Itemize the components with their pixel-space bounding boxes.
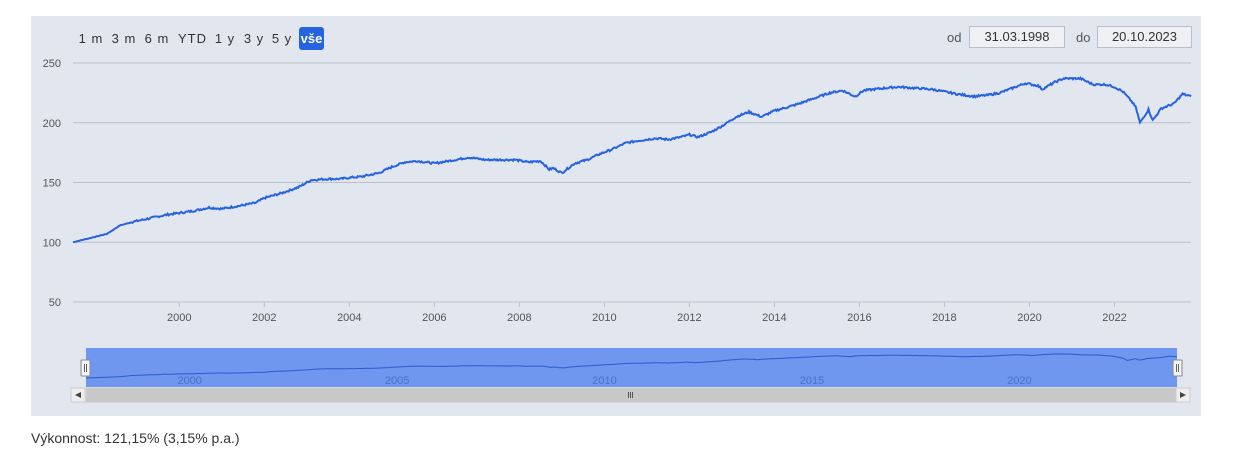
- range-button-3y[interactable]: 3 y: [243, 31, 265, 46]
- y-tick-label-150: 150: [43, 178, 61, 190]
- chart-panel: 1 m 3 m 6 m YTD 1 y 3 y 5 y vše od 31.03.1998 d…: [31, 16, 1201, 416]
- scroll-right-button[interactable]: [1175, 387, 1191, 403]
- x-tick-label-2010: 2010: [592, 312, 616, 324]
- x-tick-label-2022: 2022: [1102, 312, 1126, 324]
- scroll-left-button[interactable]: [70, 387, 86, 403]
- x-tick-label-2018: 2018: [932, 312, 956, 324]
- x-tick-label-2004: 2004: [337, 312, 361, 324]
- x-tick-label-2006: 2006: [422, 312, 446, 324]
- navigator-handle-right[interactable]: [1172, 359, 1183, 377]
- scrollbar-grip-icon: [628, 392, 633, 398]
- navigator-tick-label-2010: 2010: [592, 375, 616, 387]
- navigator-handle-left[interactable]: [80, 359, 91, 377]
- triangle-right-icon: [1180, 392, 1186, 398]
- y-tick-label-100: 100: [43, 237, 61, 249]
- date-from-input[interactable]: 31.03.1998: [969, 26, 1065, 48]
- range-button-5y[interactable]: 5 y: [271, 31, 293, 46]
- y-tick-label-50: 50: [49, 297, 61, 309]
- range-button-vše[interactable]: vše: [299, 27, 324, 50]
- x-tick-label-2002: 2002: [252, 312, 276, 324]
- navigator-tick-label-2015: 2015: [800, 375, 824, 387]
- x-tick-label-2014: 2014: [762, 312, 786, 324]
- navigator-tick-label-2020: 2020: [1007, 375, 1031, 387]
- x-tick-label-2012: 2012: [677, 312, 701, 324]
- scrollbar[interactable]: [70, 387, 1191, 403]
- navigator[interactable]: 2000 2005 2010 2015 2020: [80, 348, 1183, 387]
- x-tick-label-2016: 2016: [847, 312, 871, 324]
- navigator-series-line: [86, 353, 1178, 379]
- performance-summary: Výkonnost: 121,15% (3,15% p.a.): [31, 430, 240, 446]
- y-tick-label-250: 250: [43, 58, 61, 70]
- range-button-3m[interactable]: 3 m: [111, 31, 137, 46]
- navigator-selected-range[interactable]: [86, 348, 1177, 387]
- date-to-input[interactable]: 20.10.2023: [1097, 26, 1192, 48]
- scrollbar-thumb[interactable]: [86, 388, 1177, 402]
- date-from-label: od: [947, 30, 962, 45]
- triangle-left-icon: [75, 392, 81, 398]
- navigator-tick-label-2000: 2000: [177, 375, 201, 387]
- range-button-ytd[interactable]: YTD: [178, 31, 207, 46]
- range-button-6m[interactable]: 6 m: [144, 31, 170, 46]
- x-tick-label-2020: 2020: [1017, 312, 1041, 324]
- range-button-1y[interactable]: 1 y: [214, 31, 236, 46]
- range-button-1m[interactable]: 1 m: [78, 31, 104, 46]
- x-tick-label-2008: 2008: [507, 312, 531, 324]
- navigator-tick-label-2005: 2005: [385, 375, 409, 387]
- series-line: [72, 76, 1192, 244]
- x-tick-label-2000: 2000: [167, 312, 191, 324]
- y-tick-label-200: 200: [43, 118, 61, 130]
- date-to-label: do: [1076, 30, 1091, 45]
